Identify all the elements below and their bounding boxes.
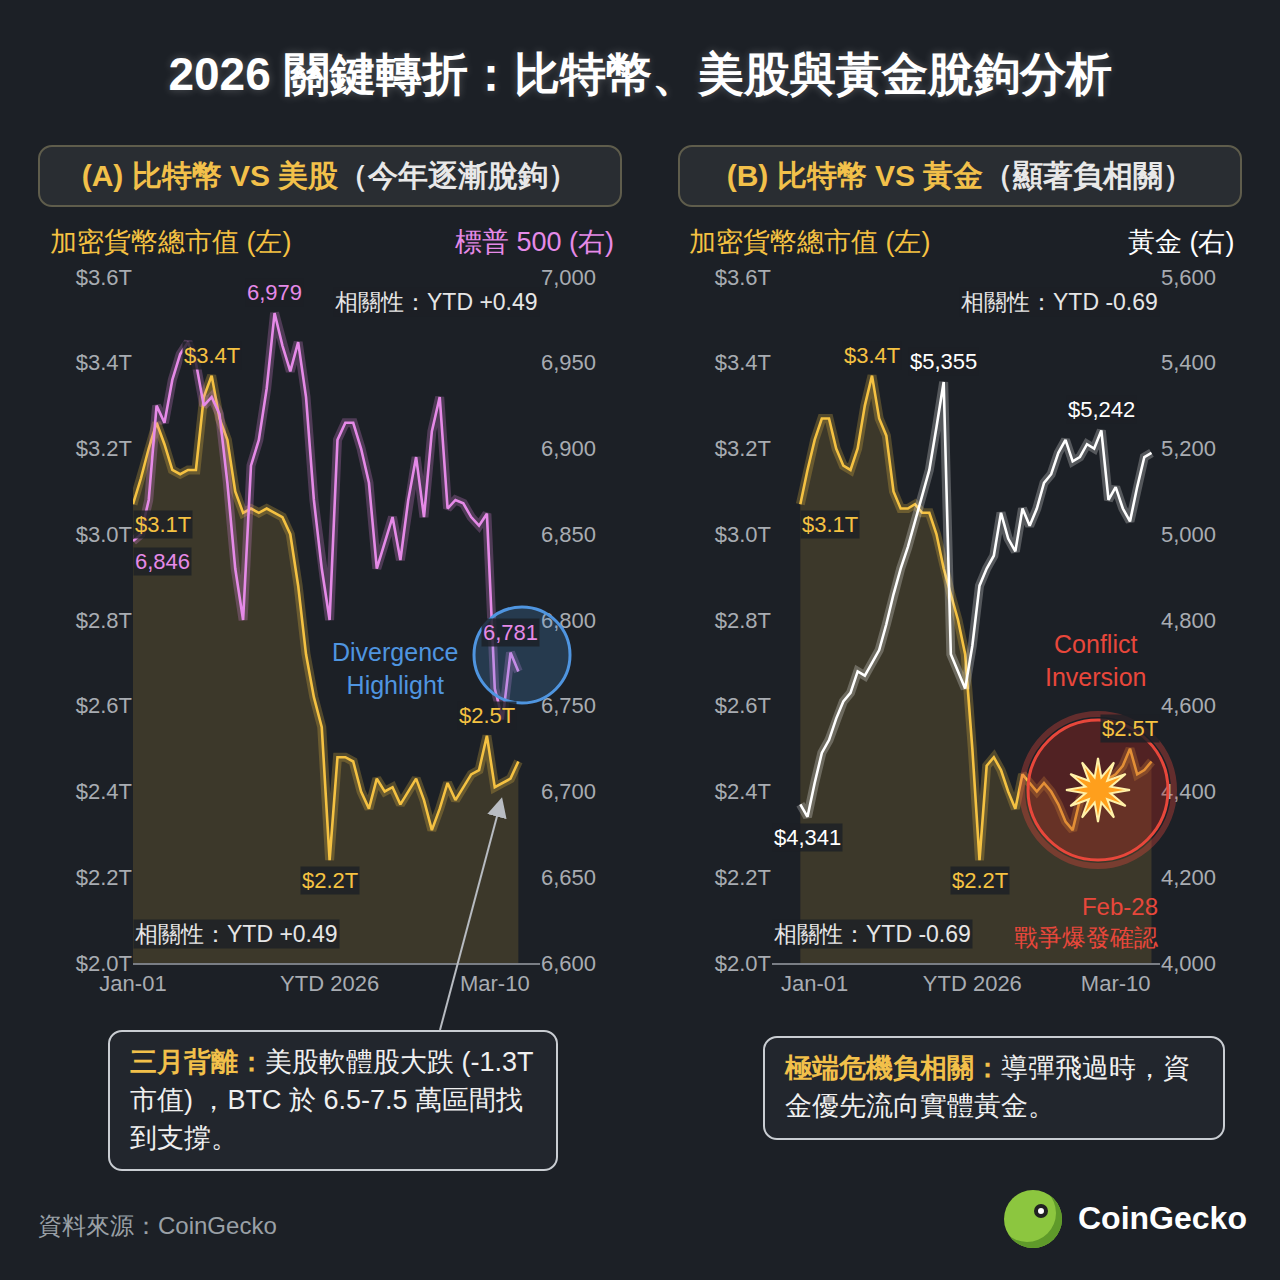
svg-text:標普 500 (右): 標普 500 (右) (455, 227, 614, 257)
html-text:資料來源：CoinGecko: 資料來源：CoinGecko (38, 1212, 277, 1239)
svg-text:$2.2T: $2.2T (76, 865, 132, 890)
svg-text:6,950: 6,950 (541, 350, 596, 375)
svg-text:7,000: 7,000 (541, 265, 596, 290)
svg-text:$3.4T: $3.4T (715, 350, 771, 375)
svg-text:Mar-10: Mar-10 (1081, 971, 1151, 996)
svg-text:加密貨幣總市值 (左): 加密貨幣總市值 (左) (50, 227, 291, 257)
svg-text:相關性：YTD +0.49: 相關性：YTD +0.49 (335, 289, 538, 315)
svg-text:黃金 (右): 黃金 (右) (1128, 227, 1234, 257)
svg-text:$2.4T: $2.4T (715, 779, 771, 804)
svg-text:6,979: 6,979 (247, 280, 302, 305)
svg-text:6,600: 6,600 (541, 951, 596, 976)
svg-text:Feb-28戰爭爆發確認: Feb-28戰爭爆發確認 (1014, 893, 1158, 951)
svg-text:Jan-01: Jan-01 (99, 971, 166, 996)
svg-text:相關性：YTD -0.69: 相關性：YTD -0.69 (961, 289, 1158, 315)
svg-text:$2.4T: $2.4T (76, 779, 132, 804)
svg-text:$3.1T: $3.1T (135, 512, 191, 537)
svg-text:$5,242: $5,242 (1068, 397, 1135, 422)
svg-text:$2.2T: $2.2T (952, 868, 1008, 893)
svg-text:Jan-01: Jan-01 (781, 971, 848, 996)
svg-text:$2.0T: $2.0T (76, 951, 132, 976)
svg-text:$2.2T: $2.2T (715, 865, 771, 890)
svg-text:$2.8T: $2.8T (76, 608, 132, 633)
svg-text:5,400: 5,400 (1161, 350, 1216, 375)
svg-text:$2.6T: $2.6T (76, 693, 132, 718)
svg-text:5,000: 5,000 (1161, 522, 1216, 547)
svg-text:$3.1T: $3.1T (802, 512, 858, 537)
html-text:(A) 比特幣 VS 美股（今年逐漸脫鉤）: (A) 比特幣 VS 美股（今年逐漸脫鉤） (81, 158, 579, 192)
svg-text:6,800: 6,800 (541, 608, 596, 633)
svg-text:$2.8T: $2.8T (715, 608, 771, 633)
svg-text:$2.6T: $2.6T (715, 693, 771, 718)
svg-text:$2.5T: $2.5T (1102, 716, 1158, 741)
svg-text:$4,341: $4,341 (774, 825, 841, 850)
svg-text:6,781: 6,781 (483, 620, 538, 645)
svg-text:6,700: 6,700 (541, 779, 596, 804)
svg-text:6,850: 6,850 (541, 522, 596, 547)
svg-text:$2.2T: $2.2T (302, 868, 358, 893)
svg-text:5,600: 5,600 (1161, 265, 1216, 290)
svg-text:DivergenceHighlight: DivergenceHighlight (332, 638, 458, 699)
svg-text:6,900: 6,900 (541, 436, 596, 461)
svg-text:YTD 2026: YTD 2026 (280, 971, 379, 996)
svg-text:4,200: 4,200 (1161, 865, 1216, 890)
svg-text:$2.5T: $2.5T (459, 703, 515, 728)
svg-text:5,200: 5,200 (1161, 436, 1216, 461)
svg-text:6,750: 6,750 (541, 693, 596, 718)
svg-text:$3.2T: $3.2T (715, 436, 771, 461)
html-text:CoinGecko: CoinGecko (1078, 1200, 1247, 1236)
html-text:三月背離：美股軟體股大跌 (-1.3T 市值) ，BTC 於: 三月背離：美股軟體股大跌 (-1.3T 市值) ，BTC 於 6.5-7.5 萬… (130, 1047, 533, 1153)
svg-text:相關性：YTD +0.49: 相關性：YTD +0.49 (135, 921, 338, 947)
html-text:極端危機負相關：導彈飛過時，資金優先流向實體黃金。: 極端危機負相關：導彈飛過時，資金優先流向實體黃金。 (785, 1053, 1190, 1121)
svg-text:6,650: 6,650 (541, 865, 596, 890)
svg-text:加密貨幣總市值 (左): 加密貨幣總市值 (左) (689, 227, 930, 257)
svg-text:$3.2T: $3.2T (76, 436, 132, 461)
svg-text:$3.4T: $3.4T (184, 343, 240, 368)
svg-text:相關性：YTD -0.69: 相關性：YTD -0.69 (774, 921, 971, 947)
svg-text:YTD 2026: YTD 2026 (923, 971, 1022, 996)
html-text:2026 關鍵轉折：比特幣、美股與黃金脫鉤分析: 2026 關鍵轉折：比特幣、美股與黃金脫鉤分析 (168, 48, 1112, 100)
svg-text:4,000: 4,000 (1161, 951, 1216, 976)
svg-text:ConflictInversion: ConflictInversion (1045, 630, 1146, 691)
svg-text:$3.6T: $3.6T (715, 265, 771, 290)
svg-text:4,800: 4,800 (1161, 608, 1216, 633)
svg-text:$2.0T: $2.0T (715, 951, 771, 976)
svg-text:4,400: 4,400 (1161, 779, 1216, 804)
svg-text:Mar-10: Mar-10 (460, 971, 530, 996)
svg-text:4,600: 4,600 (1161, 693, 1216, 718)
svg-text:$3.6T: $3.6T (76, 265, 132, 290)
html-text:(B) 比特幣 VS 黃金（顯著負相關）: (B) 比特幣 VS 黃金（顯著負相關） (726, 158, 1194, 192)
svg-text:$3.4T: $3.4T (844, 343, 900, 368)
svg-text:$3.0T: $3.0T (715, 522, 771, 547)
svg-text:6,846: 6,846 (135, 549, 190, 574)
svg-text:$3.0T: $3.0T (76, 522, 132, 547)
svg-text:$3.4T: $3.4T (76, 350, 132, 375)
svg-text:$5,355: $5,355 (910, 349, 977, 374)
